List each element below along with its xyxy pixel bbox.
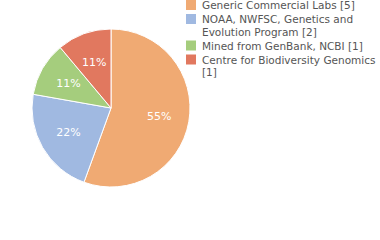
pie [32,29,190,187]
data-label: 55% [147,110,171,123]
legend-item: NOAA, NWFSC, Genetics and Evolution Prog… [186,13,356,38]
legend-label-line: Evolution Program [2] [202,26,317,38]
legend-swatch [186,0,196,10]
legend-item: Centre for Biodiversity Genomics [1] [186,54,379,79]
data-labels: 55% 22% 11%11% [56,56,171,140]
legend-swatch [186,14,196,24]
legend-label-line: Centre for Biodiversity Genomics [202,54,379,66]
legend-item: Generic Commercial Labs [5] [186,0,355,11]
legend-label-line: [1] [202,66,217,78]
legend-label: Generic Commercial Labs [5] [202,0,355,11]
data-label: 11% [82,56,106,69]
legend-label: Centre for Biodiversity Genomics [1] [202,54,379,79]
legend-swatch [186,41,196,51]
data-label: 11% [56,77,80,90]
slice [60,29,111,108]
legend-swatch [186,55,196,65]
legend-label: Mined from GenBank, NCBI [1] [202,40,363,52]
legend: Generic Commercial Labs [5] NOAA, NWFSC, … [186,0,379,78]
legend-label-line: NOAA, NWFSC, Genetics and [202,13,356,25]
legend-label-line: Mined from GenBank, NCBI [1] [202,40,363,52]
chart: 55% 22% 11%11% Generic Commercial Labs [5] N… [0,0,380,240]
legend-label: NOAA, NWFSC, Genetics and Evolution Prog… [202,13,356,38]
legend-item: Mined from GenBank, NCBI [1] [186,40,363,52]
legend-label-line: Generic Commercial Labs [5] [202,0,355,11]
slice [32,94,111,182]
data-label: 22% [56,126,80,139]
